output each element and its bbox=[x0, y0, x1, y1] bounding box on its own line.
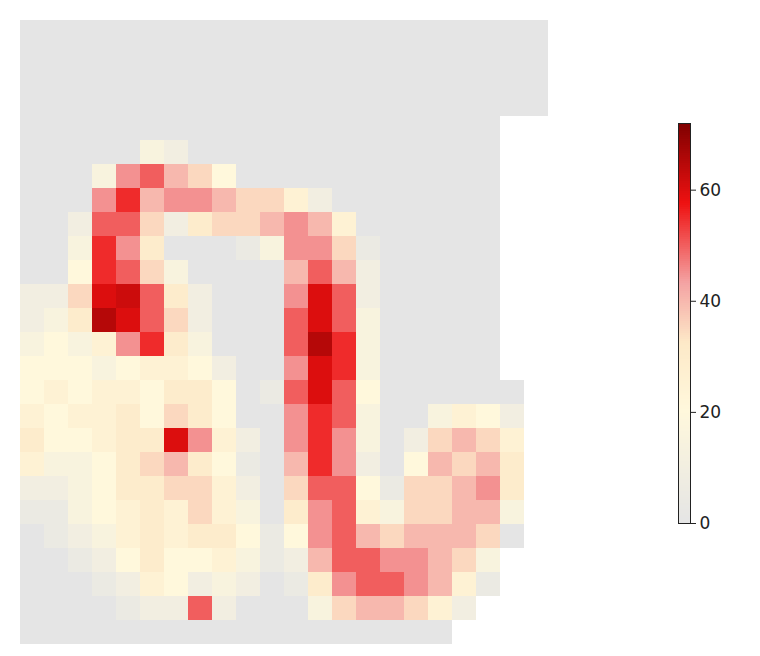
svg-text:20: 20 bbox=[700, 402, 722, 422]
svg-text:40: 40 bbox=[700, 291, 722, 311]
svg-text:60: 60 bbox=[700, 180, 722, 200]
svg-text:0: 0 bbox=[700, 513, 711, 533]
